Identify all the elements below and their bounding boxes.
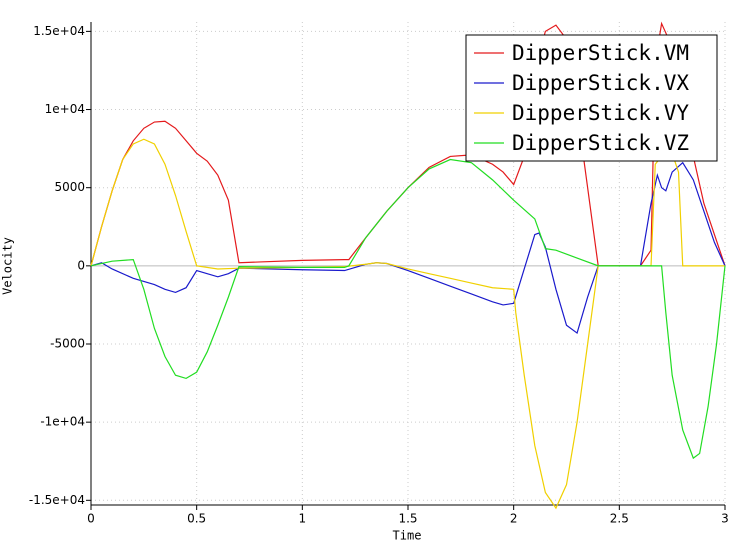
x-tick-label: 0	[87, 512, 95, 526]
legend-label: DipperStick.VY	[512, 101, 689, 125]
x-tick-label: 2	[510, 512, 518, 526]
y-tick-label: -5000	[50, 337, 85, 351]
x-tick-label: 1	[299, 512, 307, 526]
x-tick-label: 1.5	[398, 512, 417, 526]
y-tick-label: 1.5e+04	[33, 24, 85, 38]
legend-box	[465, 34, 718, 162]
y-axis-label: Velocity	[1, 237, 15, 295]
x-tick-label: 0.5	[187, 512, 206, 526]
series-line	[90, 158, 726, 460]
x-tick-label: 3	[721, 512, 729, 526]
y-tick-label: 5000	[54, 180, 85, 194]
y-tick-label: -1.5e+04	[29, 493, 85, 507]
y-tick-label: -1e+04	[40, 415, 85, 429]
legend-label: DipperStick.VZ	[512, 131, 689, 155]
legend-label: DipperStick.VM	[512, 41, 689, 65]
y-tick-label: 0	[77, 258, 85, 272]
x-tick-label: 2.5	[610, 512, 629, 526]
legend: DipperStick.VM DipperStick.VX DipperStick.…	[465, 34, 718, 162]
series-line	[90, 161, 726, 335]
legend-label: DipperStick.VX	[512, 71, 689, 95]
y-tick-label: 1e+04	[45, 102, 85, 116]
x-axis-label: Time	[393, 529, 422, 543]
